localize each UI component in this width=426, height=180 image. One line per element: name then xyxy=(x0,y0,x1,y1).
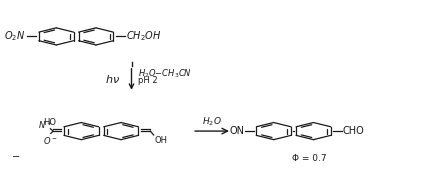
Text: ON: ON xyxy=(229,126,244,136)
Text: $O_2N$: $O_2N$ xyxy=(4,30,26,43)
Text: pH 2: pH 2 xyxy=(138,76,157,85)
Text: $CH_2OH$: $CH_2OH$ xyxy=(126,30,161,43)
Text: $-$: $-$ xyxy=(12,150,20,160)
Text: $O^-$: $O^-$ xyxy=(43,135,58,146)
Text: $H_2O$: $H_2O$ xyxy=(201,116,221,128)
Text: $h\nu$: $h\nu$ xyxy=(105,73,120,85)
Text: $N^+$: $N^+$ xyxy=(37,119,52,131)
Text: Φ = 0.7: Φ = 0.7 xyxy=(291,154,326,163)
Text: $H_2O$$-$$CH_3CN$: $H_2O$$-$$CH_3CN$ xyxy=(138,68,191,80)
Text: CHO: CHO xyxy=(342,126,363,136)
Text: HO: HO xyxy=(43,118,56,127)
Text: OH: OH xyxy=(154,136,167,145)
